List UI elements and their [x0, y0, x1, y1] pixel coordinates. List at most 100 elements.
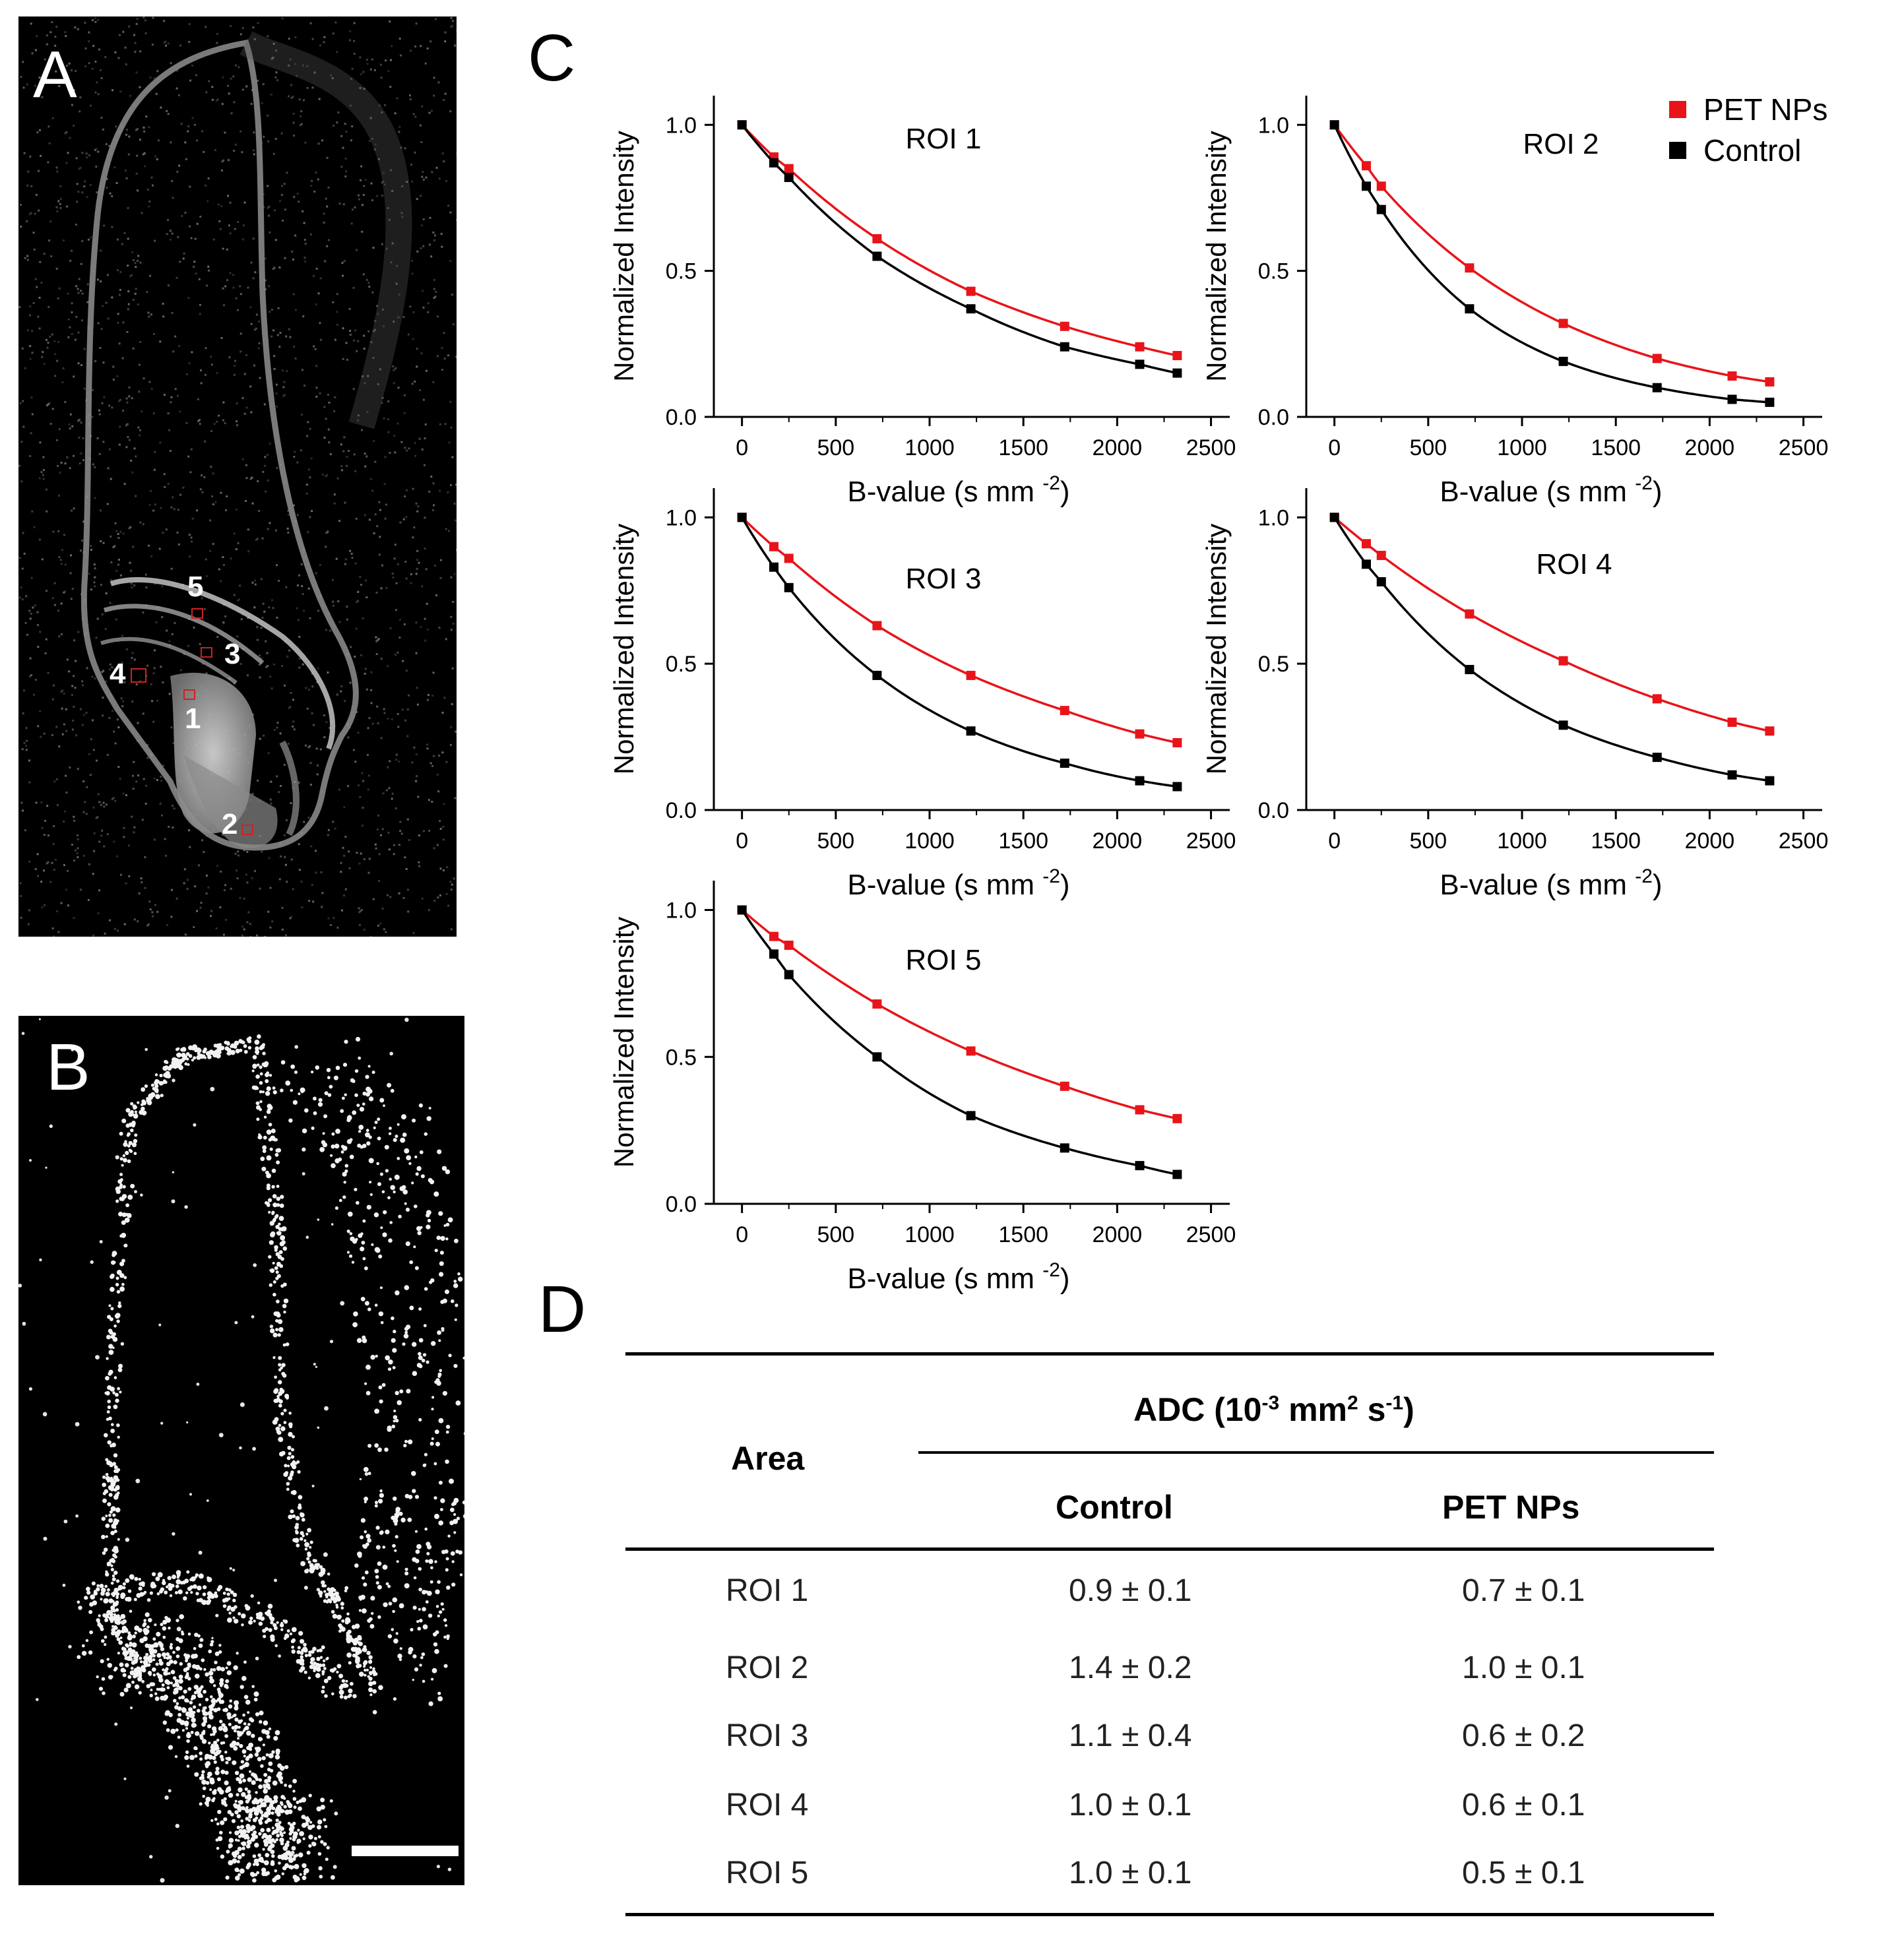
particle-dot — [236, 1652, 239, 1655]
particle-dot — [115, 1313, 121, 1318]
noise-pixel — [404, 719, 406, 722]
y-tick-label: 1.0 — [1258, 505, 1289, 530]
noise-pixel — [342, 846, 344, 849]
particle-dot — [267, 1108, 270, 1111]
noise-pixel — [60, 462, 63, 464]
particle-dot — [113, 1631, 119, 1636]
particle-dot — [278, 1437, 284, 1443]
particle-dot — [166, 1728, 170, 1732]
noise-pixel — [41, 356, 44, 358]
particle-dot — [237, 1846, 242, 1852]
noise-pixel — [288, 64, 290, 67]
noise-pixel — [259, 377, 261, 379]
particle-dot — [308, 1794, 312, 1797]
particle-dot — [280, 1235, 286, 1241]
noise-pixel — [147, 311, 150, 314]
noise-pixel — [80, 263, 82, 265]
particle-dot — [114, 1617, 117, 1620]
noise-pixel — [351, 125, 354, 128]
particle-dot — [148, 1654, 153, 1660]
particle-dot — [356, 1338, 362, 1343]
noise-pixel — [375, 640, 378, 642]
noise-pixel — [194, 885, 197, 888]
particle-dot — [127, 1656, 132, 1661]
noise-pixel — [69, 427, 71, 429]
particle-dot — [417, 1627, 422, 1631]
noise-pixel — [289, 58, 292, 61]
particle-dot — [349, 1232, 353, 1235]
particle-dot — [282, 1343, 286, 1347]
particle-dot — [190, 1730, 194, 1734]
particle-dot — [149, 1650, 154, 1656]
particle-dot — [111, 1485, 114, 1489]
noise-pixel — [226, 495, 228, 497]
particle-dot — [413, 1245, 416, 1249]
noise-pixel — [385, 59, 387, 62]
particle-dot — [201, 1658, 205, 1662]
particle-dot — [217, 1836, 223, 1842]
particle-dot — [119, 1662, 124, 1668]
particle-dot — [447, 1217, 453, 1223]
particle-dot — [434, 1513, 439, 1519]
noise-pixel — [274, 209, 276, 212]
particle-dot — [188, 1054, 193, 1058]
noise-pixel — [292, 112, 295, 115]
noise-pixel — [428, 111, 431, 114]
particle-dot — [226, 1041, 230, 1045]
noise-pixel — [199, 423, 201, 425]
particle-dot — [346, 1230, 350, 1233]
noise-pixel — [75, 660, 77, 662]
noise-pixel — [148, 201, 151, 203]
noise-pixel — [150, 489, 152, 492]
particle-dot — [263, 1115, 267, 1119]
particle-dot — [210, 1695, 213, 1699]
particle-dot — [313, 1111, 317, 1115]
noise-pixel — [292, 293, 295, 296]
particle-dot — [276, 1185, 280, 1188]
noise-pixel — [394, 544, 397, 546]
noise-pixel — [133, 658, 136, 661]
particle-dot — [102, 1613, 107, 1618]
particle-dot — [456, 1516, 460, 1520]
y-tick-label: 0.0 — [666, 1192, 697, 1217]
noise-pixel — [126, 423, 129, 425]
particle-dot — [108, 1487, 111, 1490]
particle-dot — [370, 1354, 375, 1360]
noise-pixel — [199, 216, 202, 218]
particle-dot — [421, 1358, 426, 1363]
particle-dot — [160, 1647, 165, 1652]
noise-pixel — [222, 287, 224, 290]
noise-pixel — [364, 672, 366, 675]
noise-pixel — [111, 226, 113, 228]
particle-dot — [338, 1689, 344, 1695]
particle-dot — [395, 1390, 399, 1395]
noise-pixel — [288, 649, 290, 652]
noise-pixel — [416, 775, 418, 778]
noise-pixel — [71, 302, 73, 305]
particle-dot — [334, 1591, 339, 1596]
particle-dot — [127, 1159, 131, 1164]
noise-pixel — [24, 257, 26, 259]
noise-pixel — [395, 759, 397, 761]
noise-pixel — [170, 62, 172, 65]
noise-pixel — [414, 381, 416, 383]
noise-pixel — [111, 89, 113, 92]
particle-dot — [428, 1701, 433, 1706]
particle-dot — [290, 1509, 294, 1514]
noise-pixel — [92, 463, 94, 466]
particle-dot — [280, 1195, 284, 1199]
noise-pixel — [282, 369, 284, 371]
noise-pixel — [56, 804, 59, 806]
noise-pixel — [361, 772, 364, 774]
noise-pixel — [389, 627, 392, 629]
noise-pixel — [365, 278, 368, 281]
noise-pixel — [403, 623, 406, 625]
noise-pixel — [111, 296, 113, 299]
particle-dot — [275, 1270, 279, 1274]
particle-dot — [268, 1753, 274, 1759]
particle-dot — [414, 1204, 418, 1208]
particle-dot — [311, 1126, 315, 1130]
particle-dot — [185, 1591, 189, 1594]
noise-pixel — [139, 139, 141, 141]
noise-pixel — [132, 347, 135, 350]
